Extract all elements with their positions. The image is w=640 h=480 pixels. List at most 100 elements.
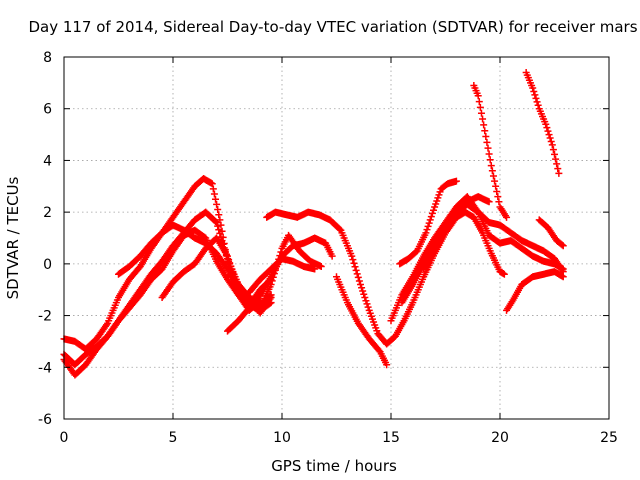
data-point-1310 <box>422 229 430 237</box>
y-tick-label: 2 <box>43 205 52 221</box>
data-point-981 <box>276 252 284 260</box>
data-point-1815 <box>547 137 555 145</box>
data-point-1822 <box>555 169 563 177</box>
data-point-1315 <box>427 213 435 221</box>
data-point-1109 <box>360 290 368 298</box>
data-point-1112 <box>363 300 371 308</box>
data-point-144 <box>217 221 225 229</box>
data-point-1729 <box>493 187 501 195</box>
y-tick-label: 6 <box>43 102 52 118</box>
chart-title: Day 117 of 2014, Sidereal Day-to-day VTE… <box>28 18 637 36</box>
data-point-1104 <box>354 273 362 281</box>
data-point-1715 <box>477 109 485 117</box>
data-point-1238 <box>500 270 508 278</box>
data-point-1317 <box>430 206 438 214</box>
y-axis-label: SDTVAR / TECUs <box>4 176 22 299</box>
y-tick-label: -6 <box>38 412 52 428</box>
data-point-1313 <box>425 219 433 227</box>
data-point-1727 <box>491 177 499 185</box>
x-axis-label: GPS time / hours <box>271 457 397 475</box>
data-point-766 <box>226 259 234 267</box>
data-point-140 <box>213 200 221 208</box>
data-point-1726 <box>489 172 497 180</box>
data-point-977 <box>271 266 279 274</box>
data-point-1108 <box>359 287 367 295</box>
data-point-138 <box>210 190 218 198</box>
data-point-765 <box>225 255 233 263</box>
data-point-767 <box>227 262 235 270</box>
data-point-1725 <box>488 167 496 175</box>
y-tick-label: 8 <box>43 50 52 66</box>
data-point-1019 <box>317 262 325 270</box>
data-point-1720 <box>483 138 491 146</box>
data-point-1802 <box>533 98 541 106</box>
data-point-1812 <box>544 127 552 135</box>
data-point-1728 <box>492 182 500 190</box>
data-point-139 <box>212 195 220 203</box>
x-tick-label: 20 <box>491 430 509 446</box>
data-point-39 <box>103 321 111 329</box>
x-tick-label: 15 <box>382 430 400 446</box>
data-point-1105 <box>355 277 363 285</box>
data-point-1723 <box>486 156 494 164</box>
data-point-1791 <box>559 273 567 281</box>
data-point-136 <box>208 180 216 188</box>
data-point-1717 <box>480 121 488 129</box>
data-point-1798 <box>529 84 537 92</box>
data-point-141 <box>214 206 222 214</box>
data-point-1800 <box>531 91 539 99</box>
data-point-1103 <box>353 270 361 278</box>
data-point-1712 <box>474 92 482 100</box>
data-point-976 <box>270 270 278 278</box>
data-point-1816 <box>548 141 556 149</box>
data-point-769 <box>229 269 237 277</box>
data-point-1820 <box>553 160 561 168</box>
data-point-1814 <box>546 134 554 142</box>
data-point-1102 <box>352 266 360 274</box>
data-point-1817 <box>549 146 557 154</box>
data-point-1713 <box>475 98 483 106</box>
data-point-1419 <box>485 198 493 206</box>
data-point-1813 <box>545 131 553 139</box>
data-point-1718 <box>481 127 489 135</box>
data-point-1845 <box>559 242 567 250</box>
data-point-333 <box>215 226 223 234</box>
data-point-768 <box>228 266 236 274</box>
y-tick-label: -4 <box>38 360 52 376</box>
data-point-331 <box>213 218 221 226</box>
data-point-772 <box>232 279 240 287</box>
data-point-1106 <box>356 281 364 289</box>
data-point-1312 <box>424 222 432 230</box>
data-point-1101 <box>351 263 359 271</box>
data-point-1338 <box>452 177 460 185</box>
data-point-1087 <box>336 225 344 233</box>
x-tick-label: 5 <box>169 430 178 446</box>
data-point-1721 <box>484 144 492 152</box>
data-point-1110 <box>361 293 369 301</box>
data-point-1107 <box>358 284 366 292</box>
data-point-142 <box>215 211 223 219</box>
data-point-332 <box>214 222 222 230</box>
data-point-1803 <box>534 101 542 109</box>
data-point-1316 <box>428 209 436 217</box>
data-point-1738 <box>503 213 511 221</box>
data-point-978 <box>273 262 281 270</box>
data-point-1811 <box>543 124 551 132</box>
data-point-1799 <box>530 87 538 95</box>
y-tick-label: -2 <box>38 309 52 325</box>
data-point-901 <box>328 252 336 260</box>
data-point-1819 <box>552 155 560 163</box>
data-point-979 <box>274 259 282 267</box>
data-point-770 <box>230 272 238 280</box>
data-point-764 <box>224 252 231 260</box>
data-points <box>60 69 567 379</box>
x-tick-label: 10 <box>273 430 291 446</box>
data-point-330 <box>212 217 220 225</box>
data-point-803 <box>266 299 274 307</box>
data-point-334 <box>216 229 224 237</box>
axes: 0 5 10 15 20 25 -6 -4 -2 0 2 4 6 8 <box>38 50 618 446</box>
y-tick-label: 4 <box>43 153 52 169</box>
data-point-1100 <box>350 259 358 267</box>
data-point-975 <box>269 273 277 281</box>
